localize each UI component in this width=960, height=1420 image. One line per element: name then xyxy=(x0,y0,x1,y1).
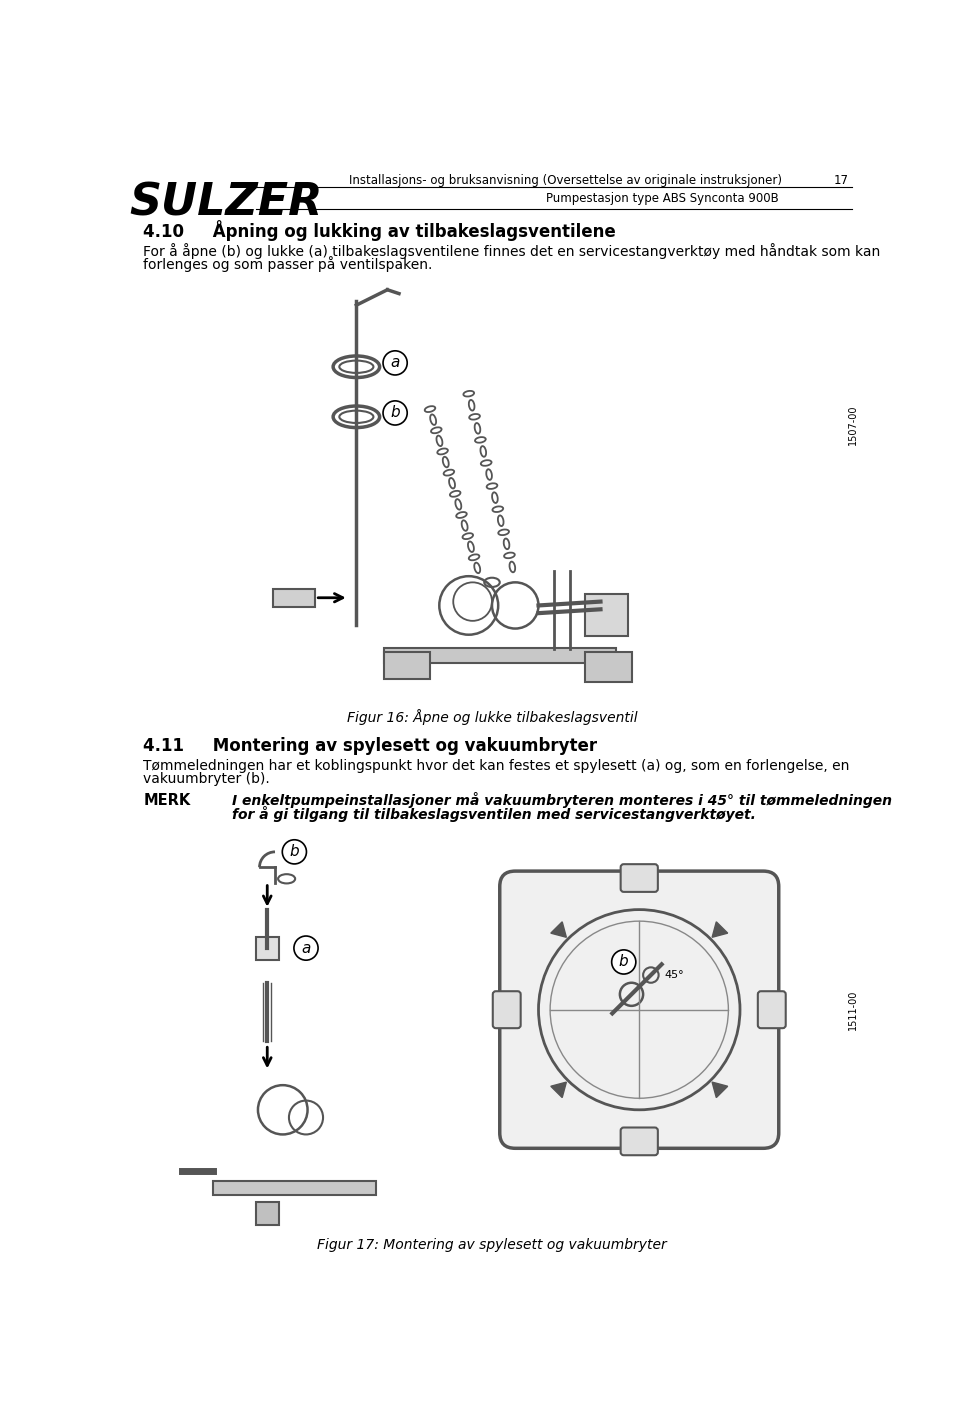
Text: b: b xyxy=(391,406,400,420)
FancyBboxPatch shape xyxy=(255,937,278,960)
Text: 4.11     Montering av spylesett og vakuumbryter: 4.11 Montering av spylesett og vakuumbry… xyxy=(143,737,597,755)
FancyBboxPatch shape xyxy=(383,652,430,679)
Text: a: a xyxy=(301,940,311,956)
Text: 4.10     Åpning og lukking av tilbakeslagsventilene: 4.10 Åpning og lukking av tilbakeslagsve… xyxy=(143,220,616,241)
FancyBboxPatch shape xyxy=(621,865,658,892)
FancyBboxPatch shape xyxy=(585,594,628,636)
Text: a: a xyxy=(391,355,399,371)
Text: I enkeltpumpeinstallasjoner må vakuumbryteren monteres i 45° til tømmeledningen: I enkeltpumpeinstallasjoner må vakuumbry… xyxy=(232,792,893,808)
Text: vakuumbryter (b).: vakuumbryter (b). xyxy=(143,771,270,785)
Text: forlenges og som passer på ventilspaken.: forlenges og som passer på ventilspaken. xyxy=(143,257,433,273)
Text: Tømmeledningen har et koblingspunkt hvor det kan festes et spylesett (a) og, som: Tømmeledningen har et koblingspunkt hvor… xyxy=(143,758,850,772)
Text: b: b xyxy=(619,954,629,970)
Text: Figur 17: Montering av spylesett og vakuumbryter: Figur 17: Montering av spylesett og vaku… xyxy=(317,1238,667,1251)
FancyBboxPatch shape xyxy=(757,991,785,1028)
Text: 17: 17 xyxy=(833,173,849,187)
Text: Installasjons- og bruksanvisning (Oversettelse av originale instruksjoner): Installasjons- og bruksanvisning (Overse… xyxy=(348,173,781,187)
FancyBboxPatch shape xyxy=(492,991,520,1028)
Text: For å åpne (b) og lukke (a) tilbakeslagsventilene finnes det en servicestangverk: For å åpne (b) og lukke (a) tilbakeslags… xyxy=(143,243,880,260)
FancyBboxPatch shape xyxy=(500,870,779,1149)
FancyBboxPatch shape xyxy=(255,1203,278,1225)
Text: Figur 16: Åpne og lukke tilbakeslagsventil: Figur 16: Åpne og lukke tilbakeslagsvent… xyxy=(347,709,637,726)
FancyBboxPatch shape xyxy=(585,652,632,683)
Text: for å gi tilgang til tilbakeslagsventilen med servicestangverktøyet.: for å gi tilgang til tilbakeslagsventile… xyxy=(232,807,756,822)
FancyBboxPatch shape xyxy=(621,1127,658,1156)
Text: Pumpestasjon type ABS Synconta 900B: Pumpestasjon type ABS Synconta 900B xyxy=(546,192,779,204)
Text: 1507-00: 1507-00 xyxy=(848,405,858,444)
FancyBboxPatch shape xyxy=(213,1180,375,1194)
Text: MERK: MERK xyxy=(143,792,190,808)
FancyBboxPatch shape xyxy=(383,648,616,663)
FancyBboxPatch shape xyxy=(273,588,315,606)
Text: 45°: 45° xyxy=(664,970,684,980)
Text: 1511-00: 1511-00 xyxy=(848,990,858,1030)
Text: SULZER: SULZER xyxy=(130,182,323,224)
Text: b: b xyxy=(290,845,300,859)
